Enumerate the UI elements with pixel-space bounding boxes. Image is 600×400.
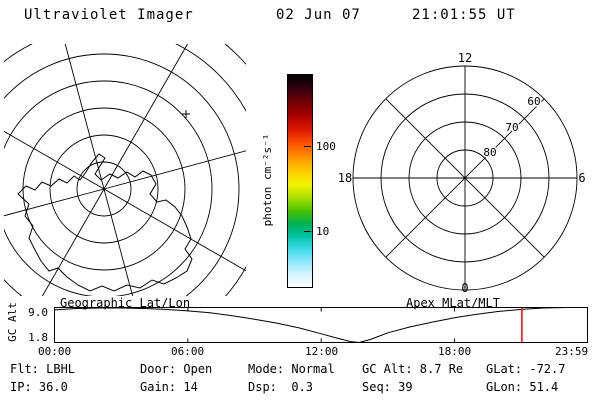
x-tick-0600: 06:00 (171, 345, 205, 358)
mlat-label-60: 60 (527, 95, 540, 108)
status-glon: GLon: 51.4 (486, 380, 559, 394)
mlt-label-6: 6 (578, 171, 585, 185)
status-door: Door: Open (140, 362, 213, 376)
x-tick-0000: 00:00 (38, 345, 72, 358)
mlat-label-80: 80 (483, 146, 496, 159)
colorbar-tick-label-10: 10 (316, 225, 330, 238)
colorbar-tick-100 (304, 146, 311, 147)
page-title: Ultraviolet Imager (24, 7, 194, 23)
geographic-map (4, 44, 246, 296)
mlt-label-0: 0 (461, 281, 468, 295)
status-mode: Mode: Normal (248, 362, 335, 376)
polar-panel-caption: Apex MLat/MLT (406, 296, 500, 310)
status-gcalt: GC Alt: 8.7 Re (362, 362, 464, 376)
colorbar-units-label: photon cm⁻²s⁻¹ (261, 133, 274, 227)
gc-alt-curve (54, 307, 588, 343)
colorbar-gradient (287, 74, 313, 288)
mlt-label-12: 12 (458, 51, 472, 65)
x-tick-marks (54, 307, 588, 343)
status-glat: GLat: -72.7 (486, 362, 566, 376)
date-label: 02 Jun 07 (276, 7, 361, 23)
colorbar-tick-10 (304, 231, 311, 232)
mlat-mlt-grid (352, 65, 578, 291)
status-seq: Seq: 39 (362, 380, 413, 394)
mlt-label-18: 18 (338, 171, 352, 185)
colorbar-tick-label-100: 100 (316, 140, 336, 153)
x-tick-2359: 23:59 (555, 345, 589, 358)
gc-alt-ytick-bottom: 1.8 (28, 331, 48, 344)
antarctica-coastline (17, 153, 193, 292)
map-panel-caption: Geographic Lat/Lon (60, 296, 191, 310)
gc-alt-ytick-top: 9.0 (28, 306, 48, 319)
gc-alt-chart-frame (54, 307, 588, 343)
status-gain: Gain: 14 (140, 380, 198, 394)
time-label: 21:01:55 UT (412, 7, 516, 23)
status-dsp: Dsp: 0.3 (248, 380, 314, 394)
mlat-label-70: 70 (505, 121, 518, 134)
apex-polar-plot: 12 18 6 0 60 70 80 (338, 51, 586, 295)
x-tick-1800: 18:00 (438, 345, 472, 358)
footprint-marker (182, 110, 190, 118)
x-tick-1200: 12:00 (305, 345, 339, 358)
status-flt: Flt: LBHL (10, 362, 76, 376)
gc-alt-chart (54, 307, 588, 343)
lat-lon-grid (4, 44, 246, 296)
gc-alt-axis-label: GC Alt (6, 302, 19, 342)
status-ip: IP: 36.0 (10, 380, 68, 394)
